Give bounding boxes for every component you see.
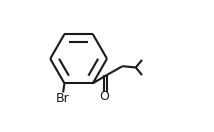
Text: Br: Br xyxy=(56,92,69,105)
Text: O: O xyxy=(99,90,109,103)
